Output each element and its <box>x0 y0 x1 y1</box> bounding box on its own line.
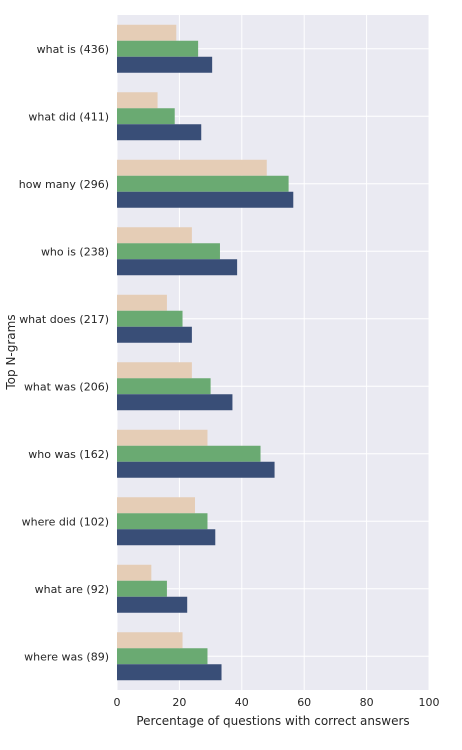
y-tick-label: where did (102) <box>22 515 109 528</box>
bar-series-1 <box>117 294 167 311</box>
bar-series-2 <box>117 108 175 125</box>
bar-series-3 <box>117 529 216 546</box>
x-tick-label: 40 <box>235 696 249 709</box>
bar-series-2 <box>117 580 167 597</box>
bars <box>117 24 294 681</box>
y-tick-label: what was (206) <box>24 380 109 393</box>
bar-series-1 <box>117 24 177 41</box>
bar-series-3 <box>117 326 192 343</box>
bar-series-2 <box>117 378 211 395</box>
bar-series-2 <box>117 40 199 57</box>
bar-series-2 <box>117 310 183 327</box>
bar-series-2 <box>117 243 220 260</box>
y-tick-label: who was (162) <box>28 448 109 461</box>
x-tick-label: 20 <box>172 696 186 709</box>
x-tick-labels: 0 20 40 60 80 100 <box>114 696 440 709</box>
x-tick-label: 80 <box>360 696 374 709</box>
y-tick-label: what did (411) <box>28 110 109 123</box>
bar-series-2 <box>117 648 208 665</box>
bar-series-3 <box>117 461 275 478</box>
x-tick-label: 0 <box>114 696 121 709</box>
x-tick-label: 60 <box>297 696 311 709</box>
y-axis-label: Top N-grams <box>4 314 18 390</box>
bar-series-3 <box>117 394 233 411</box>
bar-series-1 <box>117 159 267 176</box>
y-tick-label: what are (92) <box>35 583 109 596</box>
x-tick-label: 100 <box>419 696 440 709</box>
y-tick-label: who is (238) <box>41 245 109 258</box>
bar-series-1 <box>117 92 158 109</box>
bar-series-1 <box>117 632 183 649</box>
bar-series-3 <box>117 259 238 276</box>
y-tick-label: where was (89) <box>24 650 109 663</box>
bar-series-2 <box>117 513 208 530</box>
bar-series-3 <box>117 664 222 681</box>
bar-series-3 <box>117 596 188 613</box>
y-tick-label: how many (296) <box>19 178 109 191</box>
bar-series-2 <box>117 175 289 192</box>
bar-series-3 <box>117 56 213 73</box>
bar-series-1 <box>117 227 192 244</box>
y-tick-label: what is (436) <box>37 43 109 56</box>
y-tick-labels: what is (436) what did (411) how many (296… <box>19 43 109 664</box>
bar-series-3 <box>117 191 294 208</box>
x-axis-label: Percentage of questions with correct ans… <box>136 714 409 728</box>
bar-series-1 <box>117 497 195 514</box>
y-tick-label: what does (217) <box>19 313 109 326</box>
bar-series-3 <box>117 124 202 141</box>
bar-series-1 <box>117 429 208 446</box>
bar-series-1 <box>117 564 152 581</box>
bar-series-1 <box>117 362 192 379</box>
bar-series-2 <box>117 445 261 462</box>
